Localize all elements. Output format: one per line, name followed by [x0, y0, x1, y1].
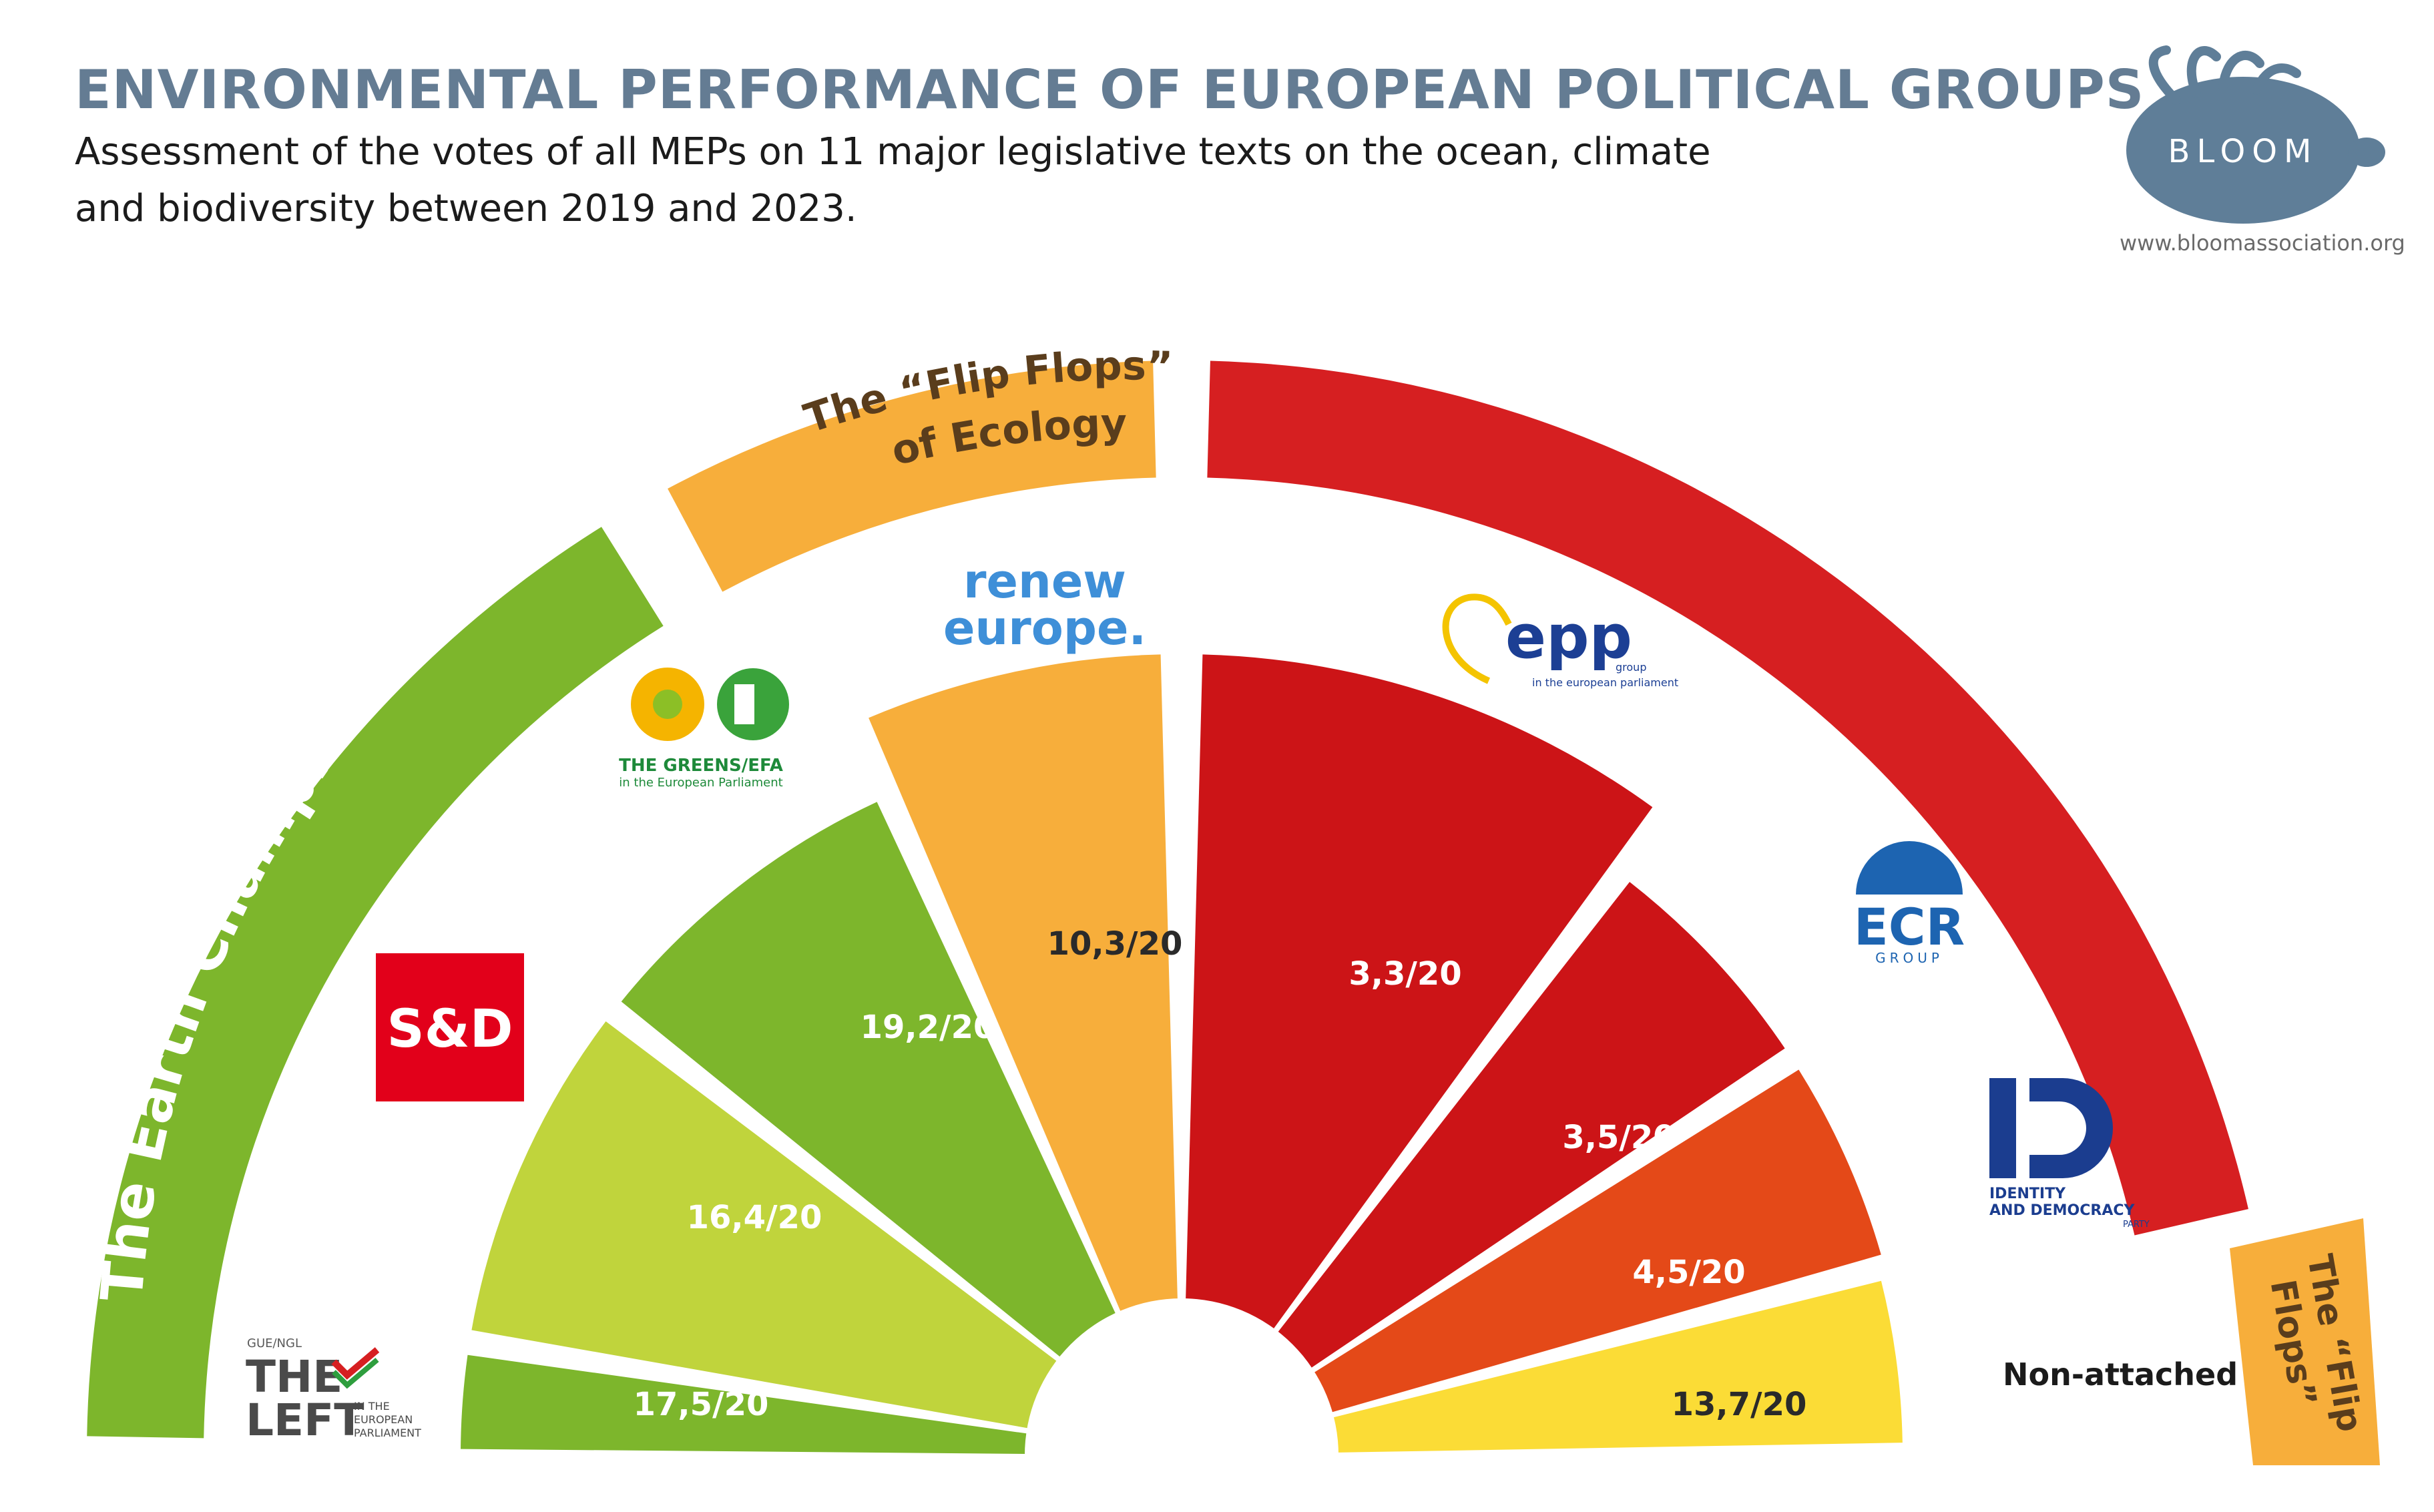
page-title: ENVIRONMENTAL PERFORMANCE OF EUROPEAN PO…	[75, 59, 2145, 121]
sd-logo: S&D	[376, 953, 524, 1101]
epp-heart-icon	[1442, 593, 1512, 684]
flipflops-ecology-band	[668, 360, 1156, 592]
left-logo-tag: GUE/NGL	[247, 1336, 302, 1350]
id-logo-d-shape	[2029, 1078, 2113, 1178]
left-logo-line2: LEFT	[246, 1395, 364, 1446]
value-label-left: 17,5/20	[634, 1386, 769, 1423]
wedge-the-left	[461, 1354, 1182, 1455]
value-label-renew: 10,3/20	[1047, 925, 1183, 963]
bloom-logo-tentacles	[2148, 45, 2301, 105]
left-checkmark-icon	[331, 1347, 380, 1380]
wedge-renew-europe	[869, 654, 1182, 1456]
renew-logo-line1: renew	[963, 554, 1126, 609]
id-logo: IDENTITY AND DEMOCRACY PARTY	[1989, 1078, 2150, 1230]
value-label-epp: 3,3/20	[1349, 955, 1461, 993]
nonattached-label: Non-attached	[2003, 1356, 2238, 1393]
ecr-logo: ECR GROUP	[1854, 841, 1965, 966]
renew-logo-line2: europe.	[943, 601, 1146, 656]
wedge-non-attached	[1182, 1280, 1903, 1455]
champions-band	[87, 527, 664, 1439]
value-label-ecr: 3,5/20	[1562, 1119, 1675, 1156]
id-logo-line1: IDENTITY	[1989, 1186, 2066, 1202]
epp-logo-small2: in the european parliament	[1532, 676, 1678, 689]
greens-e-bar	[734, 684, 754, 724]
left-logo-small1: IN THE	[354, 1400, 390, 1413]
destroyers-band	[1207, 360, 2248, 1236]
id-logo-line2: AND DEMOCRACY	[1989, 1202, 2136, 1219]
greens-logo-line2: in the European Parliament	[619, 776, 782, 790]
party-wedges	[461, 654, 1903, 1456]
greens-logo-line1: THE GREENS/EFA	[619, 756, 783, 776]
sd-logo-box	[376, 953, 524, 1101]
bloom-logo-body	[2126, 77, 2360, 224]
left-logo-small3: PARLIAMENT	[354, 1427, 421, 1439]
page-subtitle: Assessment of the votes of all MEPs on 1…	[75, 130, 1711, 230]
outer-bands	[87, 360, 2248, 1439]
wedge-ecr	[1182, 882, 1785, 1455]
wedge-greens-efa	[621, 802, 1182, 1455]
greens-sunflower-center	[653, 690, 682, 719]
bloom-logo-text: BLOOM	[2168, 133, 2319, 170]
epp-logo-small1: group	[1616, 661, 1646, 674]
epp-logo: epp group in the european parliament	[1442, 593, 1678, 689]
sd-logo-text: S&D	[387, 999, 513, 1059]
ecr-lion-icon	[1856, 841, 1963, 895]
bloom-logo: BLOOM	[2126, 45, 2385, 224]
greens-logo: THE GREENS/EFA in the European Parliamen…	[619, 668, 789, 790]
id-logo-line3: PARTY	[2123, 1220, 2150, 1230]
center-hole	[1025, 1298, 1338, 1455]
ecr-logo-main: ECR	[1854, 897, 1965, 957]
wedge-s-d	[471, 1021, 1182, 1455]
left-checkmark-icon-2	[332, 1357, 379, 1389]
ecr-logo-small: GROUP	[1875, 950, 1943, 966]
value-label-nonattached: 13,7/20	[1672, 1386, 1807, 1423]
left-logo-small2: EUROPEAN	[354, 1413, 413, 1426]
epp-logo-main: epp	[1505, 602, 1632, 672]
wedge-epp	[1182, 654, 1653, 1456]
id-logo-bar	[1989, 1078, 2016, 1178]
value-label-sd: 16,4/20	[687, 1199, 822, 1236]
left-logo-line1: THE	[246, 1351, 342, 1403]
website-link[interactable]: www.bloomassociation.org	[2120, 230, 2405, 256]
value-label-id: 4,5/20	[1632, 1254, 1745, 1291]
value-label-greens: 19,2/20	[861, 1009, 996, 1046]
renew-logo: renew europe.	[943, 554, 1146, 656]
flipflops-band: The “Flip Flops”	[2230, 1218, 2380, 1465]
bloom-logo-nose	[2348, 138, 2385, 167]
left-logo: GUE/NGL THE LEFT IN THE EUROPEAN PARLIAM…	[246, 1336, 421, 1446]
wedge-id	[1182, 1069, 1881, 1455]
flipflops-band-shape	[2230, 1218, 2380, 1465]
